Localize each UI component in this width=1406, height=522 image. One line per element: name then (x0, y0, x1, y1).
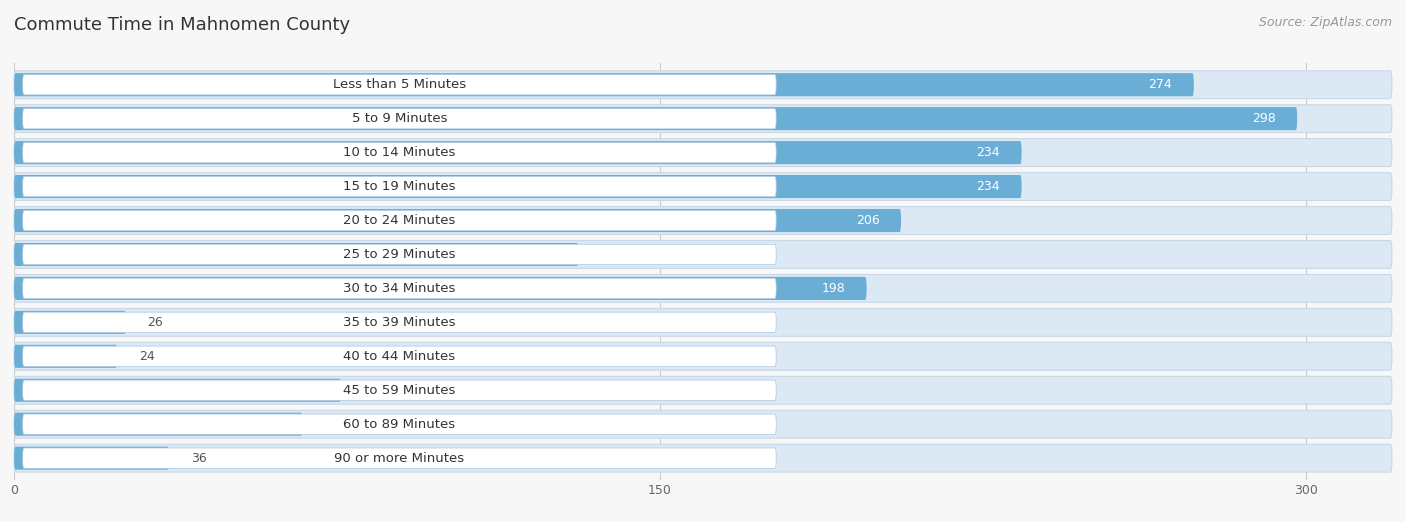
FancyBboxPatch shape (14, 141, 1022, 164)
Text: 131: 131 (533, 248, 557, 261)
Text: Less than 5 Minutes: Less than 5 Minutes (333, 78, 465, 91)
FancyBboxPatch shape (22, 244, 776, 265)
FancyBboxPatch shape (22, 448, 776, 468)
FancyBboxPatch shape (22, 75, 776, 95)
FancyBboxPatch shape (14, 444, 1392, 472)
Text: 5 to 9 Minutes: 5 to 9 Minutes (352, 112, 447, 125)
FancyBboxPatch shape (14, 413, 302, 436)
FancyBboxPatch shape (14, 311, 127, 334)
FancyBboxPatch shape (22, 143, 776, 163)
FancyBboxPatch shape (14, 275, 1392, 302)
FancyBboxPatch shape (14, 241, 1392, 268)
FancyBboxPatch shape (14, 243, 578, 266)
Text: 76: 76 (304, 384, 319, 397)
FancyBboxPatch shape (14, 376, 1392, 404)
FancyBboxPatch shape (14, 379, 342, 402)
Text: 30 to 34 Minutes: 30 to 34 Minutes (343, 282, 456, 295)
FancyBboxPatch shape (22, 210, 776, 231)
Text: 26: 26 (148, 316, 163, 329)
Text: 10 to 14 Minutes: 10 to 14 Minutes (343, 146, 456, 159)
FancyBboxPatch shape (14, 410, 1392, 438)
FancyBboxPatch shape (14, 277, 866, 300)
Text: 234: 234 (977, 180, 1000, 193)
FancyBboxPatch shape (14, 207, 1392, 234)
FancyBboxPatch shape (22, 109, 776, 129)
Text: 298: 298 (1251, 112, 1275, 125)
Text: 234: 234 (977, 146, 1000, 159)
Text: 45 to 59 Minutes: 45 to 59 Minutes (343, 384, 456, 397)
Text: 198: 198 (821, 282, 845, 295)
Text: Commute Time in Mahnomen County: Commute Time in Mahnomen County (14, 16, 350, 33)
Text: 67: 67 (266, 418, 281, 431)
Text: 40 to 44 Minutes: 40 to 44 Minutes (343, 350, 456, 363)
FancyBboxPatch shape (14, 107, 1298, 130)
Text: 206: 206 (856, 214, 880, 227)
Text: 274: 274 (1149, 78, 1173, 91)
Text: 36: 36 (191, 452, 207, 465)
FancyBboxPatch shape (14, 447, 169, 470)
Text: 90 or more Minutes: 90 or more Minutes (335, 452, 464, 465)
Text: 15 to 19 Minutes: 15 to 19 Minutes (343, 180, 456, 193)
FancyBboxPatch shape (14, 345, 118, 368)
Text: 20 to 24 Minutes: 20 to 24 Minutes (343, 214, 456, 227)
Text: 25 to 29 Minutes: 25 to 29 Minutes (343, 248, 456, 261)
FancyBboxPatch shape (14, 309, 1392, 336)
FancyBboxPatch shape (14, 139, 1392, 167)
FancyBboxPatch shape (22, 278, 776, 299)
FancyBboxPatch shape (22, 346, 776, 366)
FancyBboxPatch shape (22, 414, 776, 434)
FancyBboxPatch shape (14, 105, 1392, 133)
FancyBboxPatch shape (22, 176, 776, 197)
FancyBboxPatch shape (14, 209, 901, 232)
FancyBboxPatch shape (22, 312, 776, 333)
Text: 24: 24 (139, 350, 155, 363)
Text: 60 to 89 Minutes: 60 to 89 Minutes (343, 418, 456, 431)
FancyBboxPatch shape (14, 71, 1392, 99)
FancyBboxPatch shape (14, 173, 1392, 200)
FancyBboxPatch shape (14, 73, 1194, 96)
FancyBboxPatch shape (22, 380, 776, 400)
Text: 35 to 39 Minutes: 35 to 39 Minutes (343, 316, 456, 329)
Text: Source: ZipAtlas.com: Source: ZipAtlas.com (1258, 16, 1392, 29)
FancyBboxPatch shape (14, 175, 1022, 198)
FancyBboxPatch shape (14, 342, 1392, 370)
